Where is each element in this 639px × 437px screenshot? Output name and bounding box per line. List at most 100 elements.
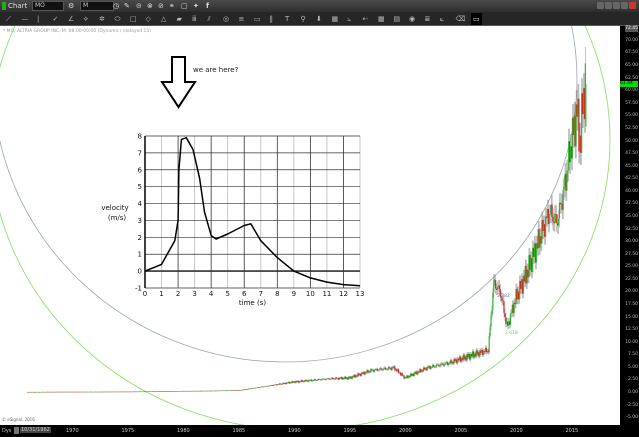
candle-body	[125, 391, 128, 393]
candle-body	[384, 367, 386, 369]
candle-body	[204, 390, 206, 392]
tool-bars-icon[interactable]: ▭	[254, 15, 261, 23]
candle-body	[138, 391, 140, 393]
stop-icon[interactable]: ⊘	[158, 2, 164, 10]
time-axis[interactable]: Dys 10/31/1962 1970 1975 1980 1985 1990 1995 2…	[0, 425, 639, 437]
tool-pattern-icon[interactable]: ▰	[176, 15, 182, 23]
candle-body	[359, 373, 361, 376]
candle-body	[295, 380, 297, 383]
candle-body	[372, 369, 375, 372]
tool-gann-icon[interactable]: ✲	[99, 15, 105, 23]
candle-body	[483, 351, 486, 353]
candle-body	[297, 380, 299, 382]
candle-body	[165, 391, 167, 392]
chart-tab[interactable]: Chart	[8, 2, 28, 10]
price-label: 10.00	[625, 339, 638, 345]
candle-body	[566, 171, 568, 191]
tool-arrow-down-icon[interactable]: ⚲	[300, 15, 306, 23]
tool-arrow-left-icon[interactable]: ⦣	[347, 15, 352, 23]
tool-line-icon[interactable]: ⟋	[6, 15, 11, 23]
close-circle-icon[interactable]: ⊗	[147, 2, 153, 10]
candle-body	[217, 390, 219, 392]
candle-body	[360, 372, 363, 376]
candle-body	[526, 269, 528, 284]
candle-body	[474, 353, 476, 357]
tool-table-icon[interactable]: ⬇	[316, 15, 322, 23]
price-axis[interactable]: 70.00 67.50 65.00 62.50 60.00 57.50 55.00 52.50…	[620, 25, 639, 425]
candle-body	[517, 291, 519, 300]
tool-ellipse-icon[interactable]: ⬭	[114, 15, 121, 23]
tool-measure-icon[interactable]: ▦	[331, 15, 339, 23]
candle-body	[464, 356, 466, 360]
restore-button[interactable]	[605, 2, 612, 9]
tool-vertical-line-icon[interactable]: |	[37, 15, 40, 23]
tool-pitchfork-icon[interactable]: ∠	[68, 15, 75, 23]
tool-U-icon[interactable]: ▭	[471, 13, 482, 25]
candle-body	[412, 373, 414, 376]
tool-path-icon[interactable]: ≣	[424, 15, 431, 23]
candle-body	[108, 391, 110, 393]
candle-body	[421, 370, 424, 372]
tool-rectangle-icon[interactable]: □	[130, 15, 137, 23]
candle-body	[493, 279, 495, 293]
tool-horizontal-line-icon[interactable]: —	[21, 15, 29, 23]
tool-eraser-icon[interactable]: ⟀	[440, 15, 445, 23]
candle-body	[557, 223, 559, 226]
tool-brush-icon[interactable]: ◇	[145, 15, 151, 23]
candle-body	[46, 391, 48, 393]
candle-body	[529, 254, 531, 270]
tool-pin-icon[interactable]: T	[285, 15, 290, 23]
minimize-button[interactable]	[613, 2, 620, 9]
candle-body	[319, 379, 321, 380]
candle-body	[365, 372, 367, 373]
candle-body	[457, 358, 459, 364]
settings-icon[interactable]: ⚙	[68, 2, 75, 10]
time-mode[interactable]: Dys	[2, 428, 12, 434]
interval-select[interactable]: M	[80, 1, 114, 11]
link-icon[interactable]: ⚭	[169, 2, 175, 10]
pencil-icon[interactable]: ✎	[124, 2, 130, 10]
twitter-icon[interactable]: ✦	[193, 2, 199, 10]
tool-comment-icon[interactable]: ⌫	[455, 15, 466, 23]
candle-body	[398, 372, 401, 374]
tool-parallel-channel-icon[interactable]: ⫽	[207, 15, 211, 23]
tool-list-icon[interactable]: ◉	[409, 15, 416, 23]
tool-trend-angle-icon[interactable]: ✓	[52, 15, 59, 23]
chat-icon[interactable]: ▢	[181, 2, 188, 10]
candle-body	[560, 203, 562, 205]
candle-body	[498, 285, 500, 290]
tool-wave-icon[interactable]: ⅲ	[192, 15, 197, 23]
candle-body	[213, 390, 216, 392]
facebook-icon[interactable]: f	[206, 2, 210, 10]
price-label: 47.50	[625, 151, 638, 157]
candle-body	[306, 380, 308, 382]
calendar-icon[interactable]	[14, 427, 19, 434]
candle-body	[334, 378, 336, 380]
maximize-button[interactable]	[621, 2, 628, 9]
help-button[interactable]	[597, 2, 604, 9]
tool-levels-icon[interactable]: ≡	[238, 15, 245, 23]
close-button[interactable]	[629, 2, 636, 9]
candle-body	[370, 369, 372, 373]
zoom-out-icon[interactable]: ⊝	[136, 2, 142, 10]
tool-text-icon[interactable]: ‖	[269, 15, 274, 23]
candle-body	[226, 390, 228, 391]
chart-area[interactable]: * MO, ALTRIA GROUP INC, M, 08:00-00:00 (…	[0, 26, 620, 425]
tool-bars-h-icon[interactable]: ▦	[378, 15, 385, 23]
date-field[interactable]: 10/31/1962	[20, 427, 51, 433]
tool-fib-circle-icon[interactable]: ◎	[223, 15, 230, 23]
symbol-input[interactable]: MO	[32, 1, 64, 11]
tool-fib-icon[interactable]: ⟡	[83, 15, 89, 23]
candle-body	[391, 367, 393, 370]
candle-body	[544, 224, 546, 237]
tool-triangle-icon[interactable]: △	[161, 15, 167, 23]
tool-grid-icon[interactable]: ⇠	[362, 15, 369, 23]
candle-body	[198, 390, 200, 392]
candle-body	[138, 391, 141, 393]
tool-eye-icon[interactable]: ▤	[393, 15, 401, 23]
candle-body	[270, 385, 272, 386]
candle-body	[441, 363, 443, 365]
candle-body	[349, 376, 352, 379]
candle-body	[81, 391, 83, 393]
clock-icon[interactable]: ◷	[113, 2, 120, 10]
